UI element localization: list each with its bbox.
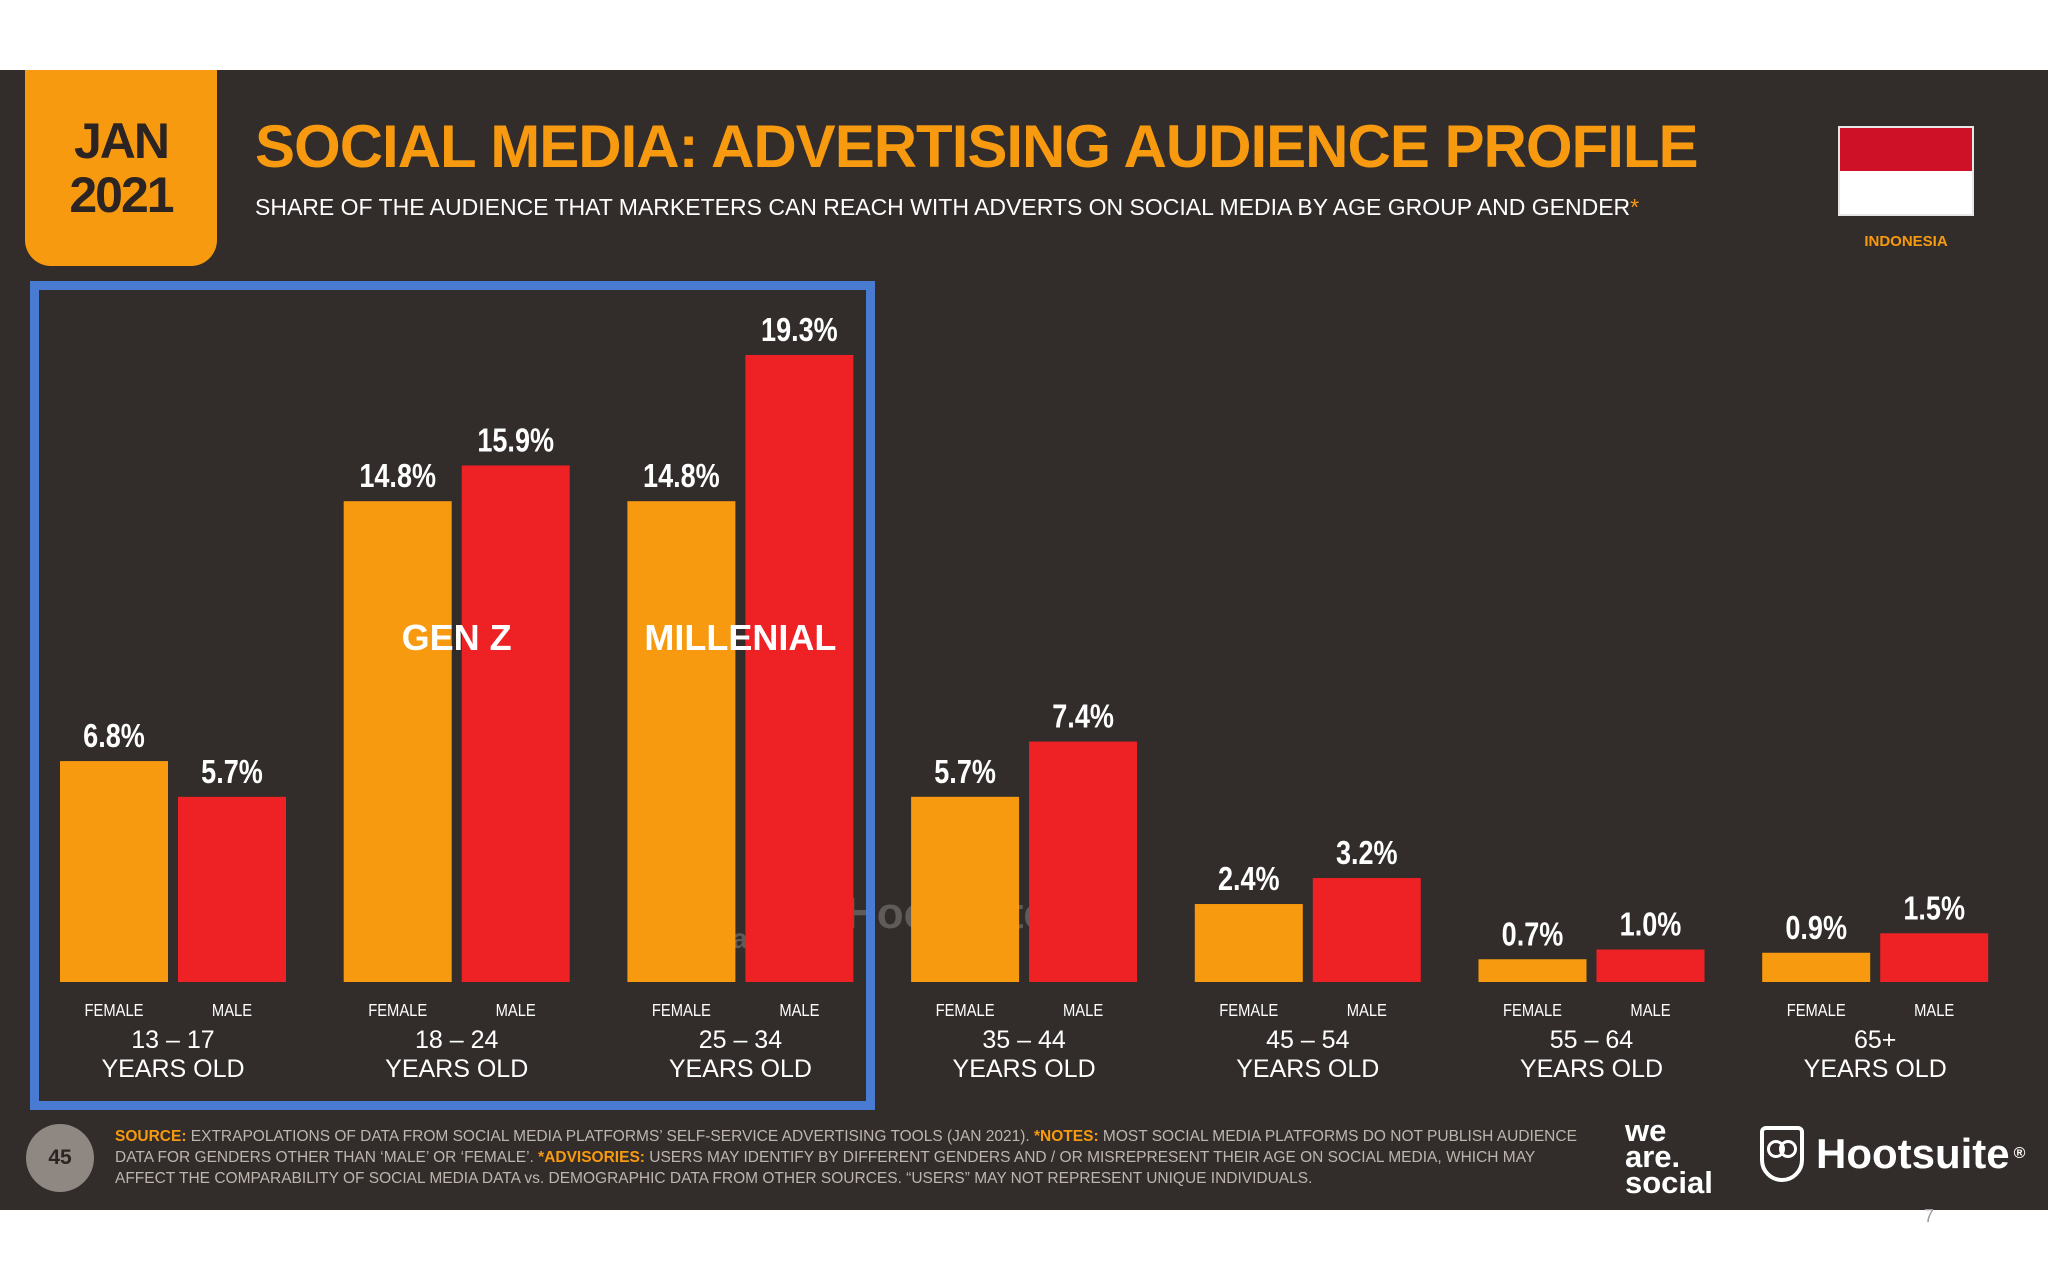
source-text: EXTRAPOLATIONS OF DATA FROM SOCIAL MEDIA… [186,1128,1035,1145]
gender-label-male-25-34: MALE [779,1001,819,1021]
gender-label-female-18-24: FEMALE [368,1001,427,1021]
age-label-25-34: 25 – 34 [699,1026,783,1054]
value-label-female-18-24: 14.8% [359,459,436,495]
age-label-13-17: 13 – 17 [131,1026,214,1054]
corner-page-number: 7 [1924,1206,1935,1226]
age-sublabel-18-24: YEARS OLD [385,1055,528,1083]
date-month: JAN [73,113,170,169]
millenial-label: MILLENIAL [644,617,837,658]
hootsuite-logo: Hootsuite ® [1760,1126,2025,1182]
age-label-18-24: 18 – 24 [415,1026,499,1054]
gender-label-male-55-64: MALE [1630,1001,1670,1021]
bar-male-13-17 [178,796,286,982]
notes-text: MOST SOCIAL MEDIA PLATFORMS DO NOT PUBLI… [115,1128,1577,1166]
value-label-female-55-64: 0.7% [1502,917,1564,953]
page-subtitle: SHARE OF THE AUDIENCE THAT MARKETERS CAN… [255,194,1675,221]
logo-we-line: we [1625,1113,1667,1148]
age-label-45-54: 45 – 54 [1266,1026,1350,1054]
value-label-female-25-34: 14.8% [643,459,720,495]
bar-male-55-64 [1596,949,1705,982]
bar-female-25-34 [627,501,736,982]
age-sublabel-65: YEARS OLD [1804,1055,1947,1083]
bar-female-65 [1762,952,1871,982]
age-sublabel-25-34: YEARS OLD [669,1055,812,1083]
bar-male-18-24 [461,465,570,983]
value-label-male-45-54: 3.2% [1336,836,1398,872]
logo-are-line: are. [1625,1139,1681,1174]
advisories-text: USERS MAY IDENTIFY BY DIFFERENT GENDERS … [115,1149,1535,1187]
gender-label-male-35-44: MALE [1063,1001,1103,1021]
hootsuite-owl-icon [1760,1126,1804,1182]
age-sublabel-13-17: YEARS OLD [101,1055,244,1083]
value-label-male-55-64: 1.0% [1620,907,1682,943]
we-are-social-logo: we are. social [1625,1113,1713,1200]
value-label-female-13-17: 6.8% [83,719,145,755]
source-label: SOURCE: [115,1128,187,1145]
gender-label-female-45-54: FEMALE [1219,1001,1278,1021]
bar-female-13-17 [60,761,168,982]
page-number-badge: 45 [26,1124,94,1192]
gender-label-female-35-44: FEMALE [936,1001,995,1021]
value-label-male-13-17: 5.7% [201,754,263,790]
gender-label-male-13-17: MALE [212,1001,252,1021]
advisories-label: *ADVISORIES: [538,1149,645,1166]
bar-male-45-54 [1312,878,1421,982]
value-label-male-35-44: 7.4% [1052,699,1114,735]
country-label: INDONESIA [1864,233,1948,250]
slide-background [0,70,2048,1210]
age-sublabel-55-64: YEARS OLD [1520,1055,1663,1083]
gender-label-female-65: FEMALE [1787,1001,1846,1021]
age-sublabel-35-44: YEARS OLD [953,1055,1096,1083]
bar-female-18-24 [343,501,452,982]
age-label-55-64: 55 – 64 [1550,1026,1634,1054]
page-title: SOCIAL MEDIA: ADVERTISING AUDIENCE PROFI… [255,113,1699,180]
logo-social-line: social [1625,1165,1713,1200]
bar-male-65 [1880,933,1989,982]
indonesia-flag-icon [1838,126,1974,216]
gender-label-female-13-17: FEMALE [85,1001,144,1021]
value-label-male-25-34: 19.3% [761,313,838,349]
subtitle-star: * [1630,194,1640,220]
bar-female-35-44 [911,796,1020,982]
hootsuite-registered-mark: ® [2013,1145,2026,1162]
age-sublabel-45-54: YEARS OLD [1236,1055,1379,1083]
date-year: 2021 [69,167,174,223]
value-label-male-65: 1.5% [1903,891,1965,927]
age-label-35-44: 35 – 44 [982,1026,1066,1054]
value-label-female-65: 0.9% [1785,910,1847,946]
value-label-female-35-44: 5.7% [934,754,996,790]
date-tab: JAN 2021 [25,70,217,266]
gender-label-female-25-34: FEMALE [652,1001,711,1021]
hootsuite-logo-text: Hootsuite [1816,1130,2010,1177]
bar-male-35-44 [1029,741,1138,982]
value-label-female-45-54: 2.4% [1218,862,1280,898]
subtitle-text: SHARE OF THE AUDIENCE THAT MARKETERS CAN… [255,194,1631,220]
source-footnote: SOURCE: EXTRAPOLATIONS OF DATA FROM SOCI… [115,1126,1595,1189]
gen-z-label: GEN Z [401,617,512,658]
bar-female-55-64 [1478,959,1587,982]
gender-label-male-18-24: MALE [496,1001,536,1021]
gender-label-female-55-64: FEMALE [1503,1001,1562,1021]
notes-label: *NOTES: [1034,1128,1099,1145]
bar-female-45-54 [1194,904,1303,982]
value-label-male-18-24: 15.9% [477,423,554,459]
gender-label-male-65: MALE [1914,1001,1954,1021]
bar-male-25-34 [745,355,854,982]
gender-label-male-45-54: MALE [1347,1001,1387,1021]
age-label-65: 65+ [1854,1026,1896,1054]
